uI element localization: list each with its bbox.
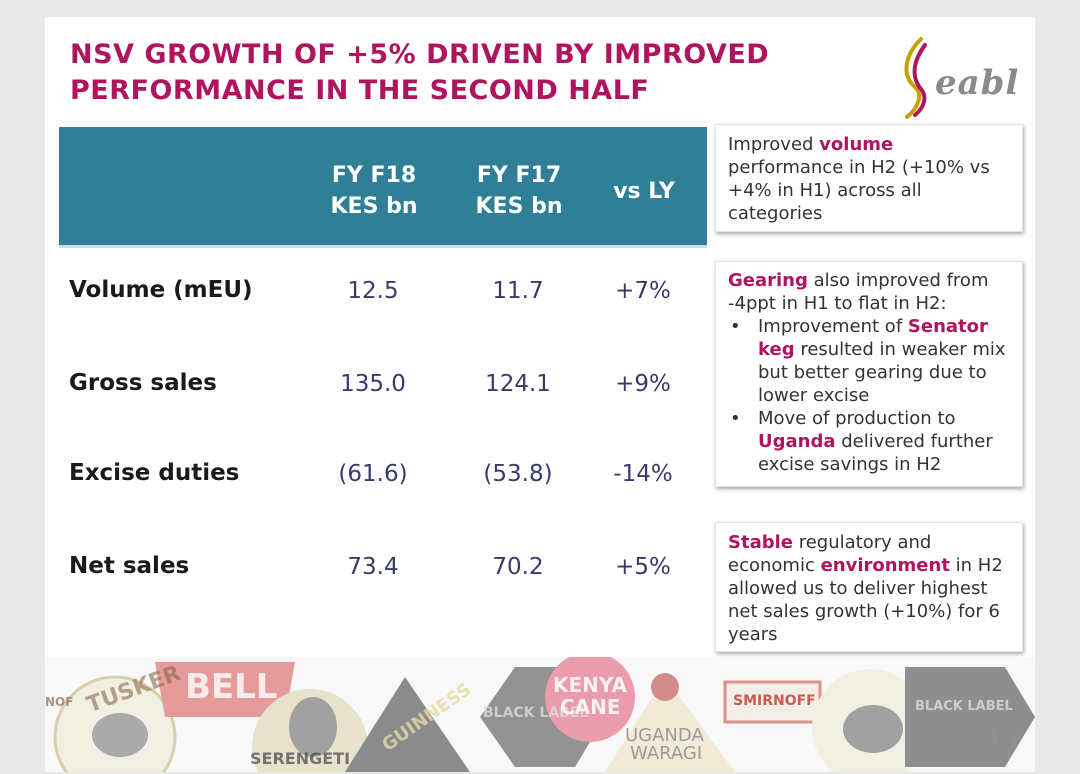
note2-intro: Gearing also improved from -4ppt in H1 t… xyxy=(728,269,1010,315)
title-line-1: NSV GROWTH OF +5% DRIVEN BY IMPROVED xyxy=(70,39,770,70)
slide-title: NSV GROWTH OF +5% DRIVEN BY IMPROVED PER… xyxy=(70,37,870,109)
brand-banner: NOF TUSKER BELL SERENGETI GUINNESS BLACK… xyxy=(45,657,1035,772)
title-line-2: PERFORMANCE IN THE SECOND HALF xyxy=(70,75,650,106)
banner-text-waragi: WARAGI xyxy=(630,743,703,764)
note2-bullet-1: • Improvement of Senator keg resulted in… xyxy=(728,315,1010,407)
cell-gross-f18: 135.0 xyxy=(340,371,406,397)
banner-text-serengeti: SERENGETI xyxy=(250,749,351,768)
header-fy17-line2: KES bn xyxy=(475,194,563,219)
table-header: FY F18 KES bn FY F17 KES bn vs LY xyxy=(59,127,707,248)
cell-volume-f17: 11.7 xyxy=(492,278,544,304)
note-environment: Stable regulatory and economic environme… xyxy=(715,522,1023,652)
banner-text-smirnoff: SMIRNOFF xyxy=(733,693,816,709)
page-number: 19 xyxy=(995,730,1011,744)
cell-excise-f18: (61.6) xyxy=(338,461,408,487)
cell-gross-vsly: +9% xyxy=(615,371,671,397)
header-vsly: vs LY xyxy=(579,176,709,207)
header-fy18-line1: FY F18 xyxy=(331,163,417,188)
banner-text-uganda: UGANDA xyxy=(625,725,704,746)
note-gearing: Gearing also improved from -4ppt in H1 t… xyxy=(715,261,1023,487)
note2-text-b: also improved from -4ppt in H1 to flat i… xyxy=(728,270,989,314)
note3-text-d: in H2 allowed us to deliver highest net … xyxy=(728,555,1003,645)
header-fy18-line2: KES bn xyxy=(330,194,418,219)
banner-text-cane: CANE xyxy=(560,695,621,719)
slide: NSV GROWTH OF +5% DRIVEN BY IMPROVED PER… xyxy=(45,17,1035,772)
cell-volume-f18: 12.5 xyxy=(347,278,399,304)
note2-b2-text-c: delivered further excise savings in H2 xyxy=(758,431,993,475)
cell-gross-f17: 124.1 xyxy=(485,371,551,397)
row-label-excise: Excise duties xyxy=(69,460,240,486)
note1-text-a: Improved xyxy=(728,134,820,155)
row-label-net-sales: Net sales xyxy=(69,553,190,579)
cell-net-f18: 73.4 xyxy=(347,554,399,580)
note3-text-b: regulatory and economic xyxy=(728,532,932,576)
bullet-dot: • xyxy=(730,408,741,429)
note3-highlight-stable: Stable xyxy=(728,532,793,553)
note-volume: Improved volume performance in H2 (+10% … xyxy=(715,124,1023,232)
banner-text-bell: BELL xyxy=(185,667,278,707)
cell-excise-f17: (53.8) xyxy=(483,461,553,487)
banner-text-blacklabel: BLACK LABEL xyxy=(483,705,589,721)
eabl-logo: eabl xyxy=(895,35,1025,119)
header-vsly-line1: vs LY xyxy=(613,179,675,204)
eabl-logo-text: eabl xyxy=(935,63,1020,103)
cell-volume-vsly: +7% xyxy=(615,278,671,304)
header-fy17: FY F17 KES bn xyxy=(444,160,594,222)
note2-highlight-senator-keg: Senator keg xyxy=(758,316,988,360)
note2-b1-text-a: Improvement of xyxy=(758,316,908,337)
header-fy18: FY F18 KES bn xyxy=(299,160,449,222)
note2-highlight-gearing: Gearing xyxy=(728,270,808,291)
note2-bullet-2: • Move of production to Uganda delivered… xyxy=(728,407,1010,476)
banner-text-nof: NOF xyxy=(45,695,74,709)
row-label-gross-sales: Gross sales xyxy=(69,370,217,396)
banner-text-kenya: KENYA xyxy=(553,673,627,697)
cell-net-f17: 70.2 xyxy=(492,554,544,580)
note3-highlight-environment: environment xyxy=(820,555,950,576)
note2-b2-text-a: Move of production to xyxy=(758,408,956,429)
note2-b1-text-c: resulted in weaker mix but better gearin… xyxy=(758,339,1006,406)
note1-highlight-volume: volume xyxy=(819,134,894,155)
brand-banner-art xyxy=(45,657,1035,772)
header-fy17-line1: FY F17 xyxy=(476,163,562,188)
cell-net-vsly: +5% xyxy=(615,554,671,580)
bullet-dot: • xyxy=(730,316,741,337)
note1-text-c: performance in H2 (+10% vs +4% in H1) ac… xyxy=(728,157,990,224)
eabl-swirl-logo xyxy=(904,37,927,119)
banner-text-blacklabel-2: BLACK LABEL xyxy=(915,699,1013,714)
row-label-volume: Volume (mEU) xyxy=(69,277,253,303)
note2-highlight-uganda: Uganda xyxy=(758,431,836,452)
cell-excise-vsly: -14% xyxy=(613,461,673,487)
